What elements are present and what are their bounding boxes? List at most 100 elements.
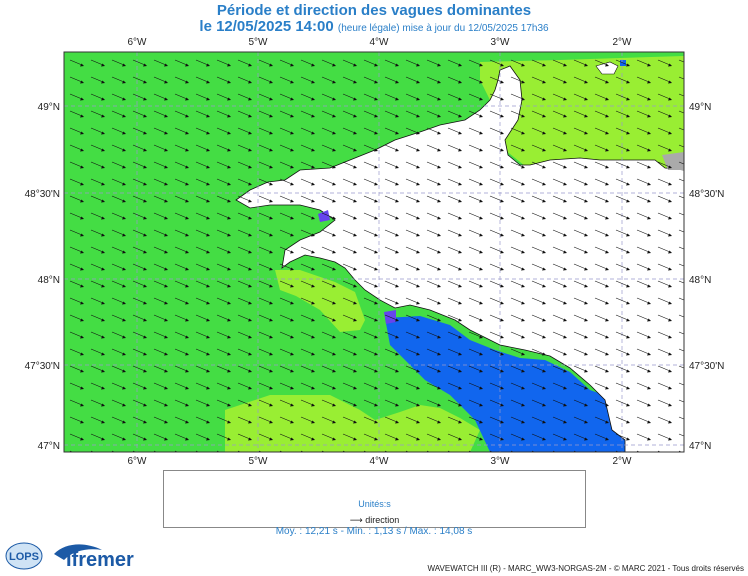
direction-arrowhead	[164, 403, 168, 407]
direction-arrow	[405, 297, 419, 304]
direction-arrow	[69, 314, 83, 321]
direction-arrowhead	[353, 437, 357, 441]
direction-arrow	[657, 331, 671, 338]
direction-arrow	[342, 263, 356, 270]
direction-arrow	[552, 331, 566, 338]
direction-arrow	[132, 297, 146, 304]
direction-arrowhead	[500, 148, 504, 152]
direction-arrowhead	[668, 267, 672, 271]
direction-arrow	[363, 246, 377, 253]
direction-arrow	[300, 314, 314, 321]
direction-arrowhead	[290, 250, 294, 254]
direction-arrow	[657, 144, 671, 151]
direction-arrow	[279, 161, 293, 168]
direction-arrow	[258, 297, 272, 304]
island-grey	[662, 152, 684, 170]
direction-arrowhead	[206, 97, 210, 101]
direction-arrowhead	[290, 455, 294, 458]
direction-arrowhead	[164, 165, 168, 169]
direction-arrowhead	[647, 97, 651, 101]
direction-arrowhead	[605, 335, 609, 339]
direction-arrowhead	[563, 148, 567, 152]
direction-arrowhead	[227, 165, 231, 169]
direction-arrowhead	[668, 182, 672, 186]
direction-arrowhead	[143, 80, 147, 84]
direction-arrowhead	[227, 335, 231, 339]
direction-arrowhead	[122, 386, 126, 390]
direction-arrow	[678, 331, 684, 335]
direction-arrowhead	[563, 199, 567, 203]
direction-arrow	[552, 161, 566, 168]
direction-arrowhead	[416, 284, 420, 288]
direction-arrow	[531, 331, 545, 338]
direction-arrowhead	[143, 352, 147, 356]
direction-arrow	[426, 59, 440, 66]
direction-arrowhead	[458, 437, 462, 441]
direction-arrowhead	[479, 386, 483, 390]
direction-arrowhead	[689, 115, 693, 118]
direction-arrow	[636, 331, 650, 338]
direction-arrowhead	[437, 403, 441, 407]
direction-arrowhead	[122, 403, 126, 407]
direction-arrow	[384, 212, 398, 219]
direction-arrow	[489, 127, 503, 134]
direction-arrowhead	[269, 386, 273, 390]
direction-arrowhead	[521, 63, 525, 67]
direction-arrowhead	[668, 437, 672, 441]
direction-arrow	[195, 59, 209, 66]
direction-arrow	[90, 297, 104, 304]
direction-arrow	[573, 280, 587, 287]
direction-arrow	[552, 246, 566, 253]
direction-arrowhead	[290, 63, 294, 67]
direction-arrow	[300, 195, 314, 202]
direction-arrowhead	[605, 267, 609, 271]
direction-arrowhead	[311, 267, 315, 271]
direction-arrowhead	[269, 80, 273, 84]
direction-arrow	[237, 161, 251, 168]
direction-arrow	[153, 110, 167, 117]
direction-arrowhead	[206, 301, 210, 305]
direction-arrowhead	[185, 301, 189, 305]
direction-arrowhead	[185, 420, 189, 424]
direction-arrow	[552, 263, 566, 270]
direction-arrowhead	[689, 251, 693, 254]
direction-arrow	[447, 229, 461, 236]
direction-arrow	[279, 59, 293, 66]
direction-arrowhead	[164, 182, 168, 186]
direction-arrowhead	[458, 148, 462, 152]
direction-arrow	[657, 178, 671, 185]
direction-arrow	[342, 178, 356, 185]
direction-arrow	[489, 246, 503, 253]
direction-arrow	[510, 433, 524, 440]
direction-arrow	[300, 416, 314, 423]
direction-arrow	[447, 297, 461, 304]
direction-arrow	[237, 195, 251, 202]
direction-arrow	[468, 433, 482, 440]
direction-arrowhead	[122, 301, 126, 305]
direction-arrow	[405, 76, 419, 83]
direction-arrow	[447, 280, 461, 287]
direction-arrowhead	[332, 165, 336, 169]
direction-arrow	[636, 229, 650, 236]
direction-arrow	[174, 348, 188, 355]
direction-arrowhead	[584, 131, 588, 135]
direction-arrowhead	[521, 80, 525, 84]
direction-arrow	[657, 433, 671, 440]
direction-arrowhead	[563, 182, 567, 186]
direction-arrowhead	[458, 403, 462, 407]
direction-arrow	[153, 93, 167, 100]
direction-arrowhead	[80, 233, 84, 237]
direction-arrowhead	[122, 80, 126, 84]
direction-arrow	[678, 178, 684, 182]
direction-arrowhead	[479, 403, 483, 407]
direction-arrowhead	[101, 301, 105, 305]
direction-arrow	[132, 348, 146, 355]
direction-arrowhead	[206, 455, 210, 458]
direction-arrow	[657, 229, 671, 236]
direction-arrow	[342, 314, 356, 321]
direction-arrowhead	[500, 335, 504, 339]
direction-arrow	[657, 246, 671, 253]
direction-arrow	[384, 416, 398, 423]
direction-arrowhead	[395, 114, 399, 118]
direction-arrowhead	[374, 63, 378, 67]
